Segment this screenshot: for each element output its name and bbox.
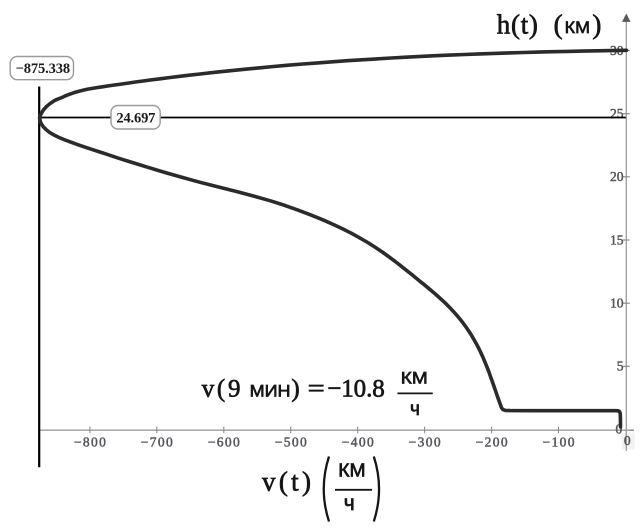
svg-text:КМ: КМ <box>565 18 590 37</box>
svg-text:20: 20 <box>610 169 624 184</box>
svg-text:): ) <box>291 376 299 403</box>
svg-text:КМ: КМ <box>338 460 365 480</box>
svg-text:0: 0 <box>616 422 623 437</box>
svg-text:(: ( <box>554 10 563 40</box>
svg-text:v(9: v(9 <box>202 376 241 403</box>
svg-text:МИН: МИН <box>250 382 291 401</box>
svg-text:ч: ч <box>344 492 355 515</box>
svg-text:25: 25 <box>610 106 624 121</box>
svg-text:КМ: КМ <box>401 368 428 387</box>
svg-text:24.697: 24.697 <box>116 111 155 127</box>
svg-text:15: 15 <box>610 232 624 247</box>
svg-text:ч: ч <box>410 399 420 420</box>
svg-text:10: 10 <box>610 296 624 311</box>
svg-text:5: 5 <box>617 359 624 374</box>
svg-text:v(t): v(t) <box>262 467 311 497</box>
svg-text:h(t): h(t) <box>497 10 538 40</box>
svg-text:−875.338: −875.338 <box>16 61 71 77</box>
svg-text:=: = <box>308 376 325 403</box>
svg-text:0: 0 <box>624 433 631 448</box>
svg-text:−10.8: −10.8 <box>327 376 385 403</box>
svg-text:): ) <box>592 10 601 40</box>
